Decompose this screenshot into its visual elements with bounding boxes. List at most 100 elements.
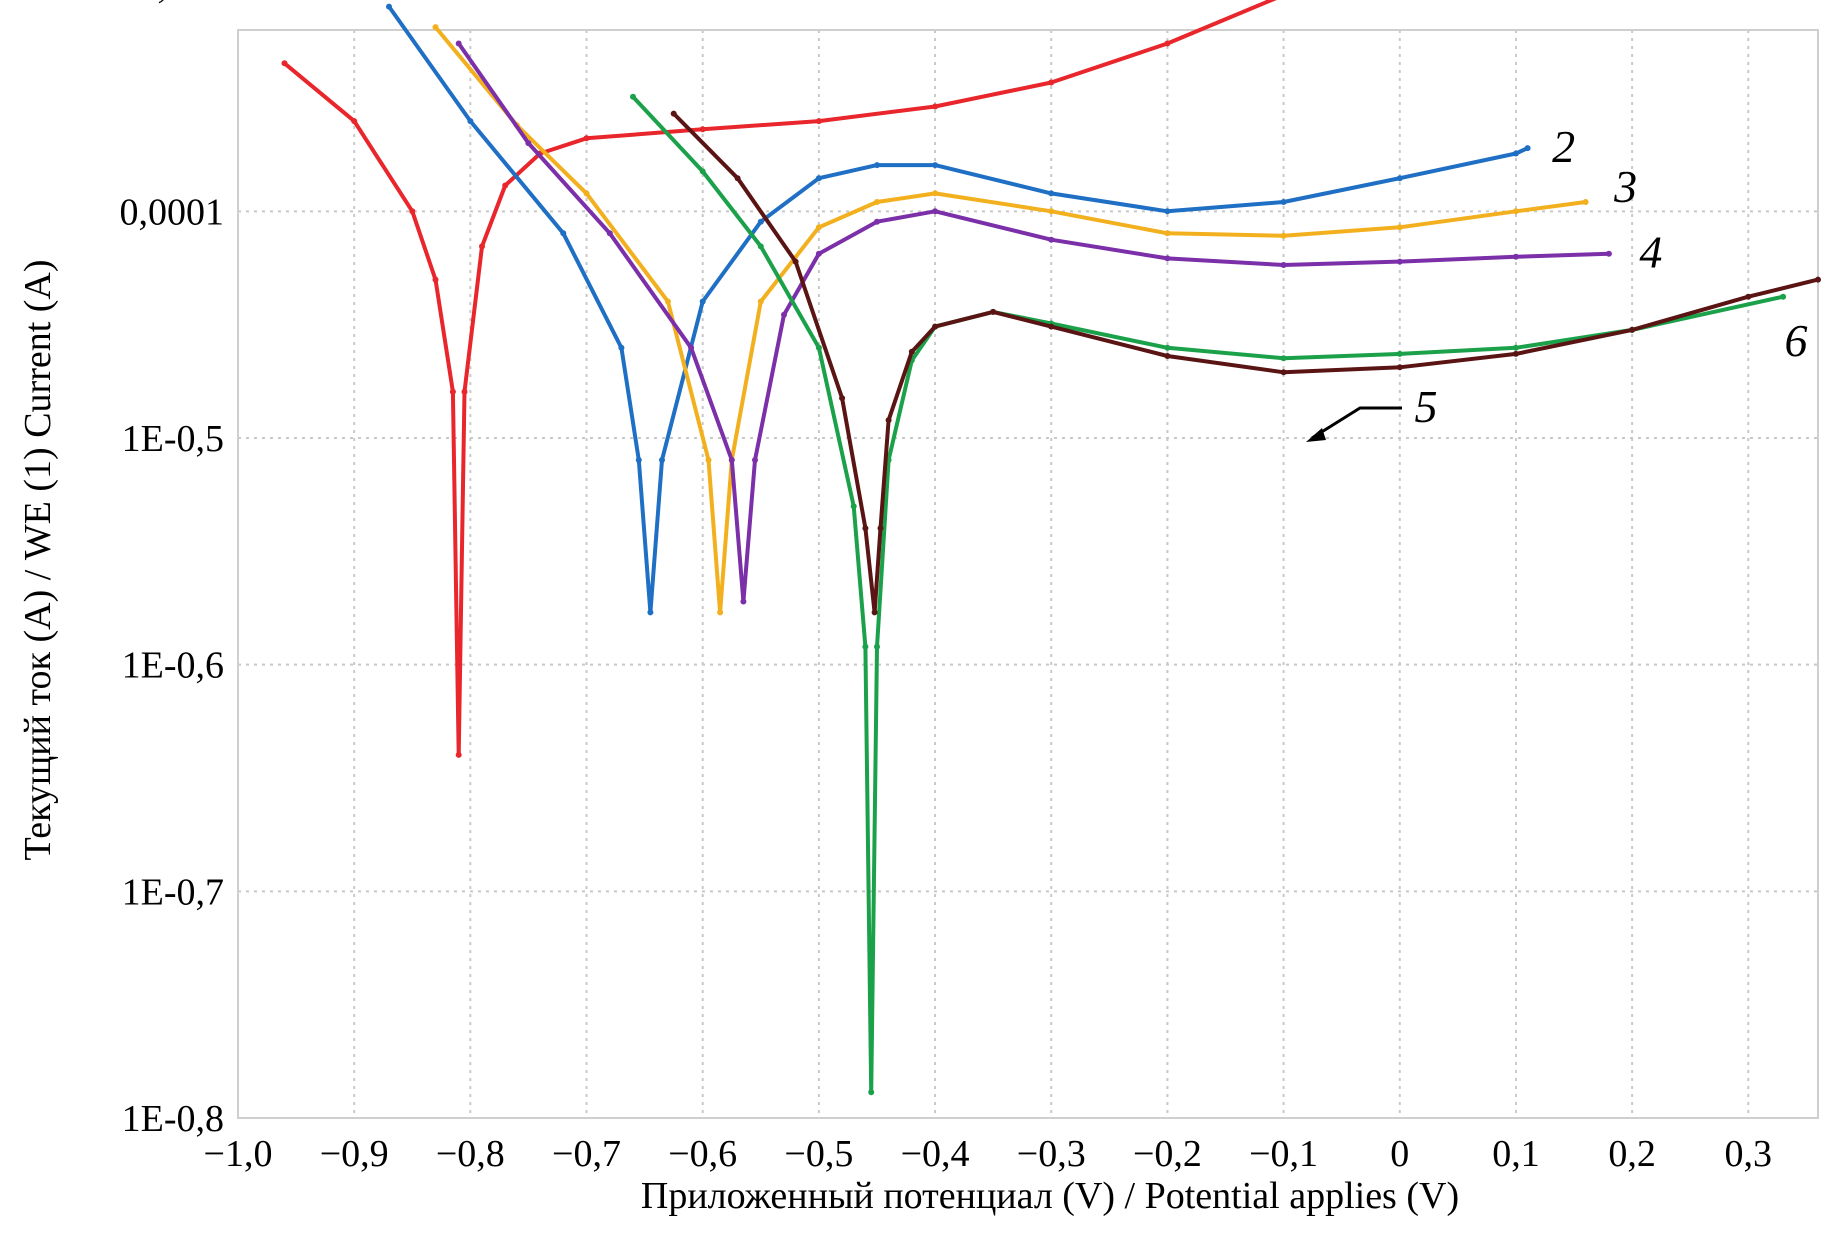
x-tick-label: −0,1 <box>1249 1133 1318 1175</box>
series-2-point <box>874 162 880 169</box>
series-2-point <box>386 3 392 10</box>
x-tick-label: −1,0 <box>204 1133 273 1175</box>
series-6-point <box>1164 353 1171 359</box>
series-6-point <box>1512 350 1519 357</box>
x-tick-label: −0,4 <box>901 1133 970 1175</box>
series-4-point <box>1280 262 1287 268</box>
curve-label-2: 2 <box>1552 121 1575 172</box>
curve-label-6: 6 <box>1785 315 1808 366</box>
x-tick-label: −0,2 <box>1133 1133 1202 1175</box>
series-6-line <box>671 111 1820 615</box>
series-2-point <box>815 175 822 182</box>
series-3-point <box>1512 208 1519 215</box>
series-4-point <box>606 230 613 237</box>
x-tick-label: 0 <box>1390 1133 1409 1175</box>
series-1-point <box>455 751 462 758</box>
series-3-point <box>583 190 590 197</box>
curve-labels: 123456 <box>1306 121 1808 442</box>
series-1-point <box>432 276 439 283</box>
series-6-point <box>871 609 878 616</box>
series-3-point <box>664 298 671 305</box>
plot-frame <box>237 29 1819 1119</box>
series-3-point <box>815 224 822 231</box>
series-2-point <box>467 118 474 125</box>
series-1-point <box>461 388 468 395</box>
series-5-point <box>757 243 764 250</box>
series-1-line <box>282 0 1277 757</box>
series-1-point <box>932 103 939 110</box>
y-tick-label: 1E-0,7 <box>122 871 224 913</box>
series-4-point <box>455 40 462 47</box>
series-2-point <box>659 457 665 463</box>
curve-label-3: 3 <box>1613 161 1637 212</box>
series-2-point <box>1524 145 1531 152</box>
x-tick-label: 0,1 <box>1492 1133 1540 1175</box>
y-axis-title: Текущий ток (A) / WE (1) Current (A) <box>17 259 59 860</box>
series-6-point <box>734 175 741 182</box>
series-3-point <box>1582 199 1589 205</box>
series-5-point <box>1164 344 1171 351</box>
series-2-line <box>387 4 1530 615</box>
series-3-point <box>1280 232 1287 239</box>
series-2-point <box>1512 150 1519 157</box>
series-3-point <box>432 24 439 31</box>
x-tick-label: −0,9 <box>320 1133 389 1175</box>
series-5-point <box>1280 355 1287 362</box>
y-tick-label: 0,001 <box>139 0 225 7</box>
series-6-point <box>1629 326 1636 333</box>
series-1-point <box>449 388 456 395</box>
series-1-point <box>502 182 509 189</box>
series-4-point <box>728 457 735 463</box>
series-4-point <box>815 250 822 257</box>
x-axis-title: Приложенный потенциал (V) / Potential ap… <box>641 1175 1459 1217</box>
series-6-point <box>670 110 677 117</box>
series-2-point <box>699 298 706 305</box>
series-4-point <box>740 598 747 605</box>
series-1-point <box>583 135 590 142</box>
y-tick-label: 1E-0,8 <box>122 1098 224 1140</box>
series-3-point <box>874 199 880 205</box>
series-4-point <box>1048 236 1055 243</box>
series-5-point <box>1396 350 1403 357</box>
series-3-point <box>757 298 764 305</box>
y-tick-label: 1E-0,6 <box>122 645 224 687</box>
series-5-point <box>850 503 857 510</box>
series-1-point <box>815 118 822 125</box>
series-4-point <box>525 140 532 147</box>
curve-label-4: 4 <box>1639 227 1662 278</box>
series-2-point <box>560 230 567 237</box>
series-6-point <box>885 417 892 424</box>
series-4-point <box>1396 258 1403 265</box>
series-5-point <box>862 643 869 650</box>
series-2-point <box>1396 175 1403 182</box>
series-3-point <box>932 190 939 197</box>
series-6-point <box>1280 369 1287 376</box>
series-1-point <box>351 118 358 125</box>
series-6-point <box>877 525 884 532</box>
y-tick-label: 0,0001 <box>120 191 225 233</box>
series-2-point <box>932 162 939 169</box>
series-5-point <box>699 168 706 175</box>
series-6-point <box>839 395 846 402</box>
series-1-point <box>281 60 288 67</box>
series-5-point <box>874 643 880 650</box>
series-3-point <box>717 609 724 616</box>
x-tick-label: −0,6 <box>668 1133 737 1175</box>
series-2-point <box>757 218 764 225</box>
series-6-point <box>908 348 915 355</box>
series-3-point <box>1048 208 1055 215</box>
series-3-point <box>705 457 712 463</box>
series-4-point <box>752 457 758 463</box>
series-6-point <box>792 258 799 265</box>
series-3-point <box>1396 224 1403 231</box>
series-4-point <box>1164 255 1171 262</box>
series-3-point <box>1164 230 1171 237</box>
series-1-point <box>479 243 485 250</box>
series-1-point <box>1048 79 1055 86</box>
series-4-point <box>1512 253 1519 260</box>
series-6-point <box>1745 293 1752 300</box>
series-5-point <box>868 1089 875 1096</box>
series-6-point <box>862 525 869 532</box>
series-5-point <box>630 93 636 100</box>
